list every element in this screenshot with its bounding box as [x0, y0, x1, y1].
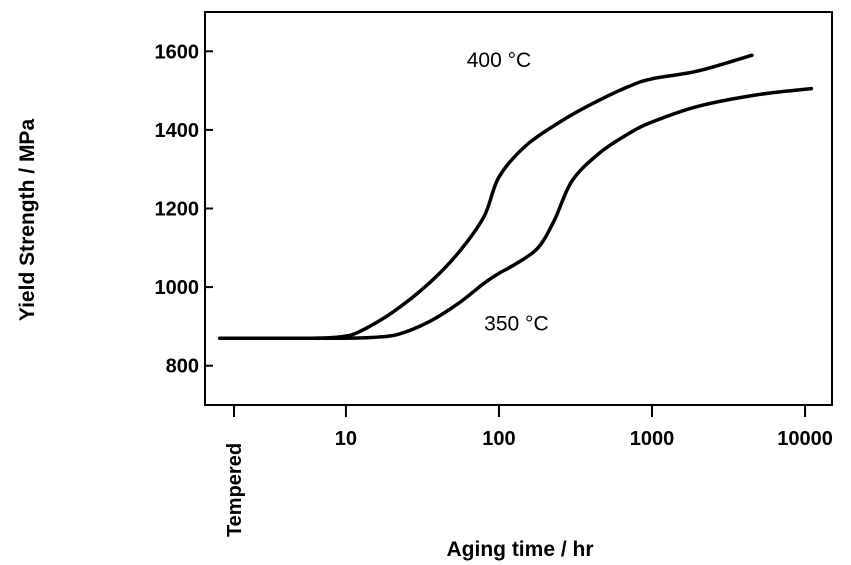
series-annotation: 350 °C: [484, 312, 548, 335]
y-tick-label: 1400: [155, 120, 200, 142]
y-tick-label: 1200: [155, 199, 200, 221]
y-tick-label: 800: [166, 356, 199, 378]
x-tick-label: 1000: [630, 428, 675, 450]
y-axis-ticks: 800 1000 1200 1400 1600: [155, 41, 213, 378]
y-tick-label: 1600: [155, 41, 200, 63]
series-line-350c: [218, 86, 814, 340]
y-tick-label: 1000: [155, 277, 200, 299]
series-lines: [218, 53, 814, 341]
x-tick-label: 10: [335, 428, 357, 450]
x-tick-label: 10000: [777, 428, 833, 450]
series-line-400c: [218, 53, 754, 341]
annotations: 400 °C 350 °C: [467, 49, 549, 335]
series-annotation: 400 °C: [467, 49, 531, 72]
x-tick-label: 100: [482, 428, 515, 450]
y-axis-title: Yield Strength / MPa: [16, 119, 39, 322]
x-start-label: Tempered: [224, 443, 246, 537]
x-axis-title: Aging time / hr: [447, 538, 594, 561]
x-axis-ticks: 10 100 1000 10000: [233, 405, 833, 450]
